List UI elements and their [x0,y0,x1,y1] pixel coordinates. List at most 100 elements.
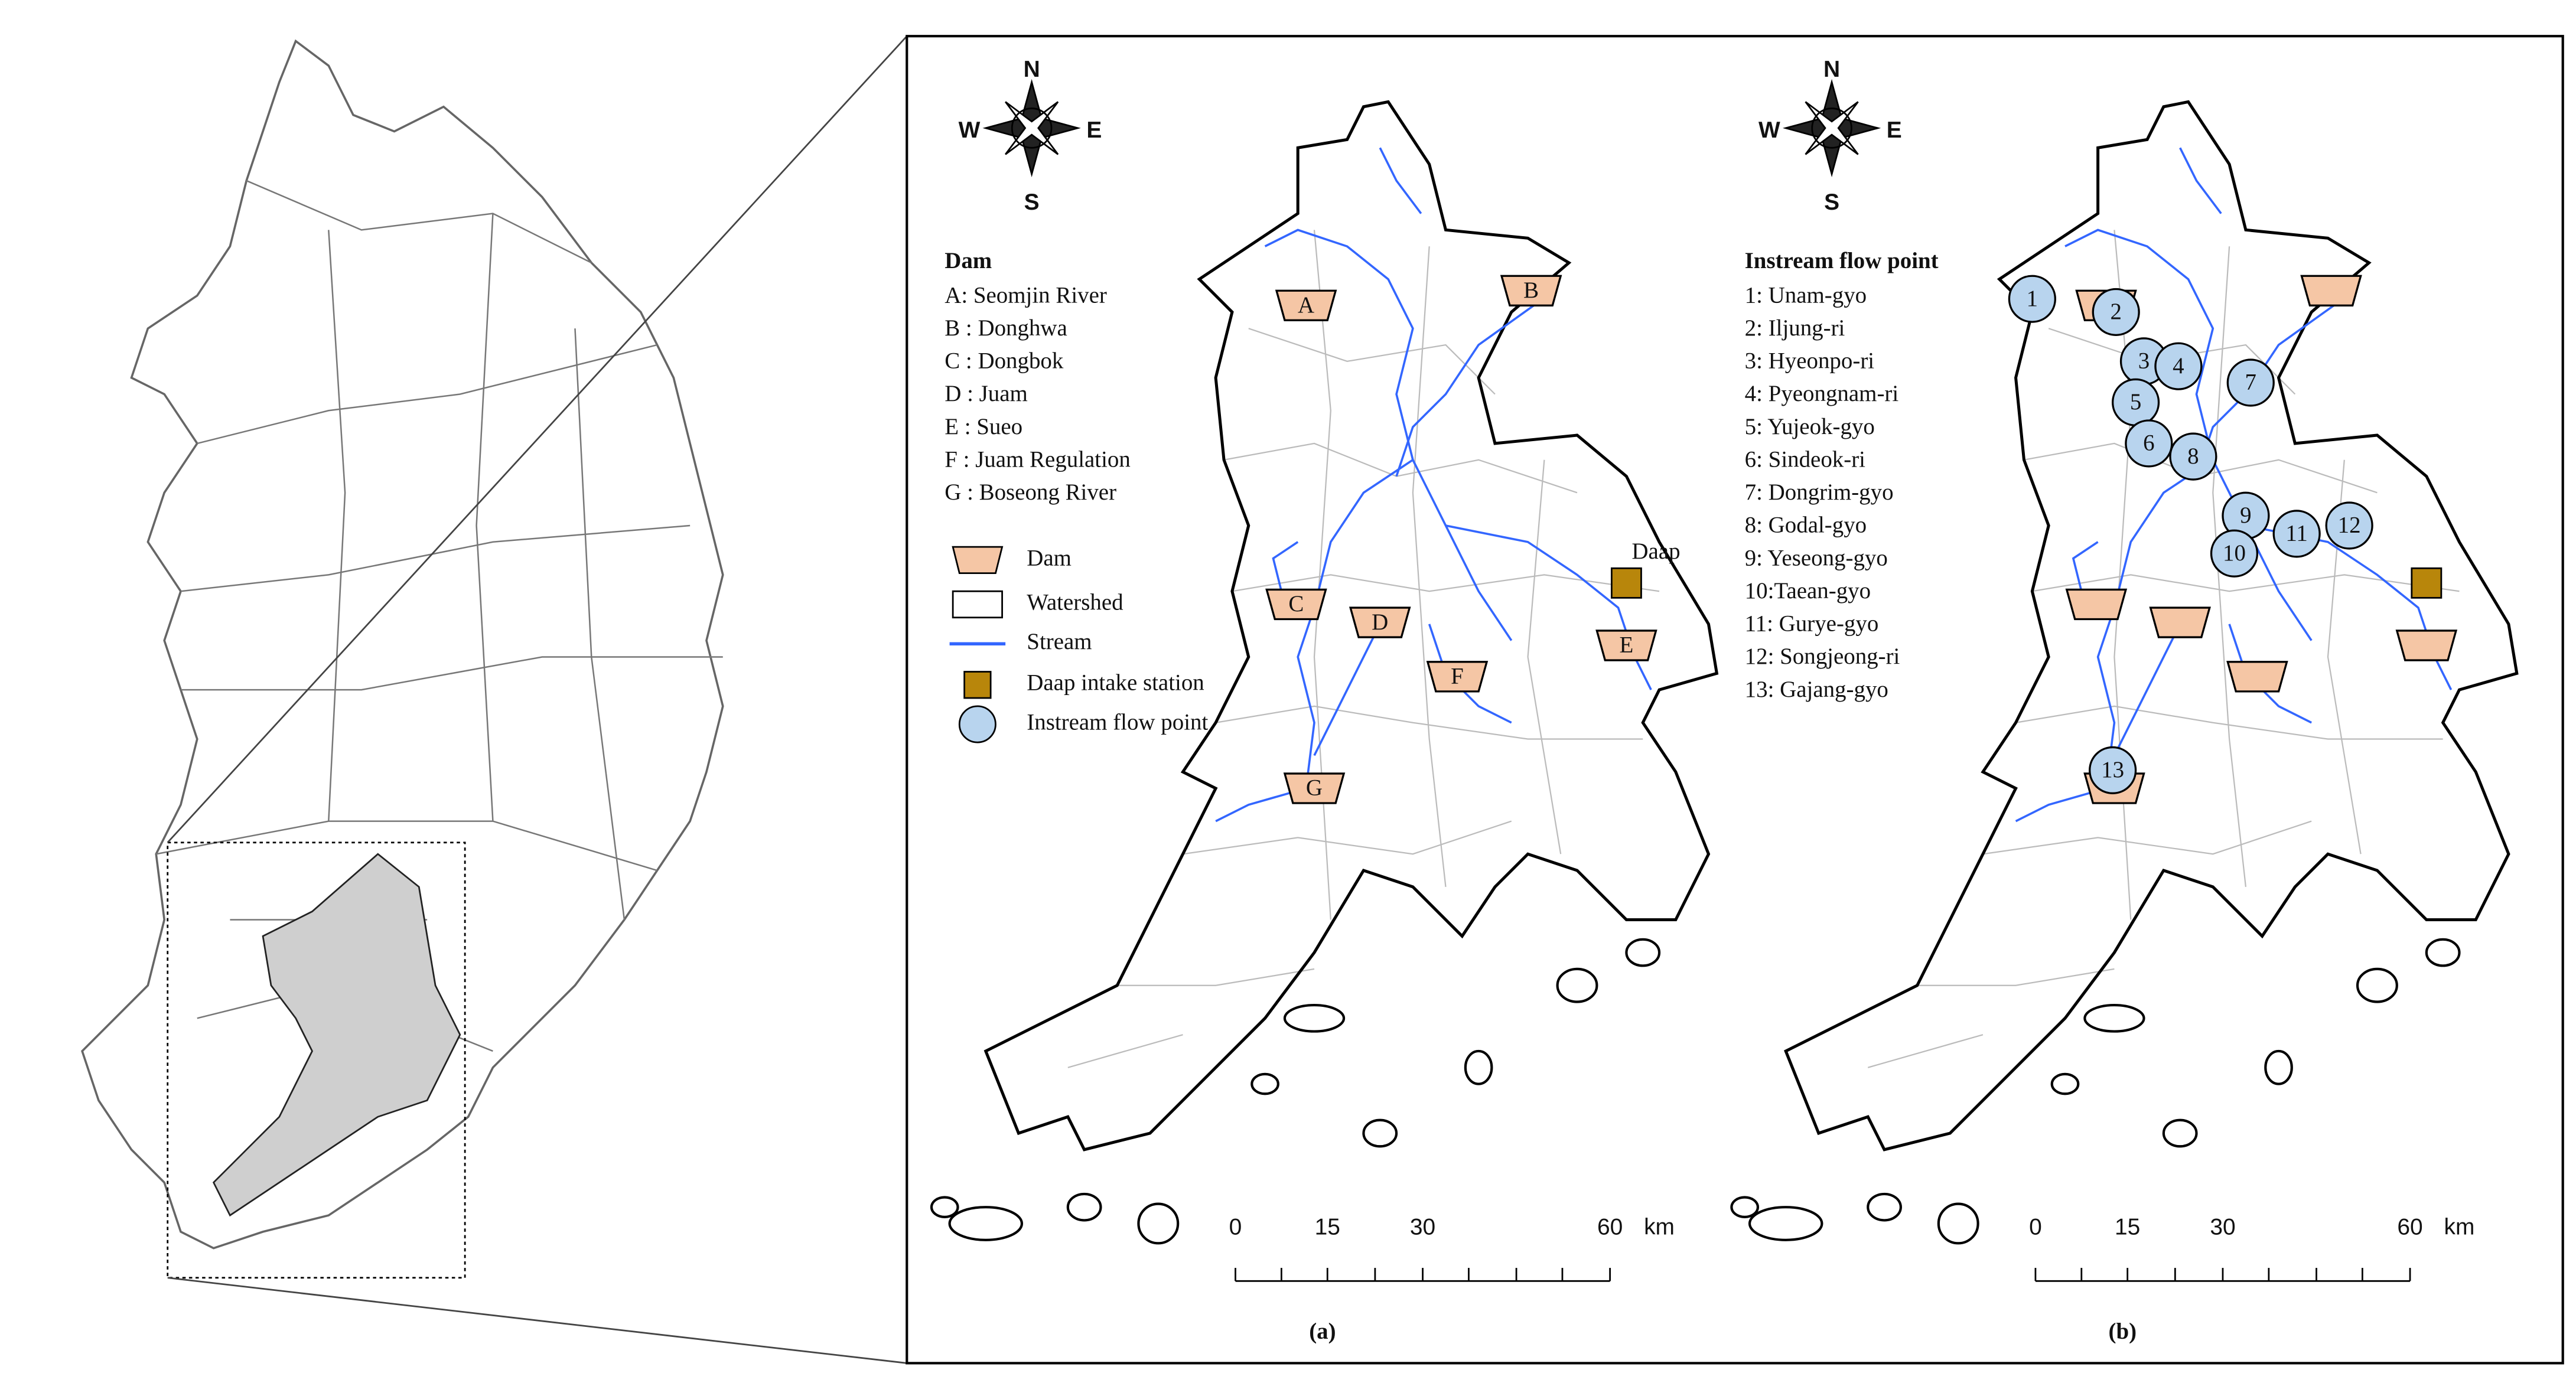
panel-caption: (b) [2109,1319,2137,1344]
flow-point-label: 6 [2143,430,2154,456]
dam-list-item: D : Juam [945,381,1028,406]
stream [1395,303,1537,477]
flow-point [2125,419,2173,468]
compass-label: W [959,118,981,143]
stream [2072,541,2099,592]
flow-point-label: 9 [2240,503,2251,528]
island [1137,1202,1180,1245]
sub-basin-line [1982,820,2312,855]
sub-basin-line [1527,459,1562,854]
flow-point [2325,501,2373,550]
dam-symbol [1283,772,1346,804]
dam-marker-label: D [1372,609,1388,635]
sub-basin-line [1183,820,1512,855]
island [2264,1049,2293,1085]
stream [1445,524,1652,690]
scale-label: 15 [2115,1215,2140,1240]
scale-label: 30 [2210,1215,2235,1240]
legend-label: Watershed [1027,589,1123,615]
dam-marker-label: A [1298,292,1314,318]
legend-label: Stream [1027,629,1092,654]
flow-point [2272,510,2321,558]
stream [1272,541,1299,592]
intake-station [2411,567,2443,599]
legend-intake-symbol [963,671,992,699]
compass-ring [1011,107,1053,149]
island [1283,1003,1346,1033]
scale-label: 60 [1597,1215,1623,1240]
stream [2113,624,2181,756]
island [1250,1072,1279,1095]
panel-frame [906,35,2564,1365]
flow-point-list-item: 10:Taean-gyo [1745,578,1871,604]
flow-point-list-item: 11: Gurye-gyo [1745,611,1879,637]
island [2050,1072,2080,1095]
island [1066,1192,1102,1222]
sub-basin-line [1412,246,1447,887]
flow-point-list-item: 3: Hyeonpo-ri [1745,348,1875,374]
compass-label: S [1024,190,1040,215]
flow-point-label: 8 [2187,443,2199,469]
flow-point [2008,275,2056,323]
dam-marker-label: G [1306,775,1323,801]
scale-unit: km [2444,1215,2475,1240]
sub-basins [1867,230,2460,1068]
compass-label: S [1824,190,1839,215]
daap-label: Daap [1631,539,1680,564]
zoom-line [167,35,908,843]
flow-point-list-item: 6: Sindeok-ri [1745,446,1866,472]
flow-point [2154,342,2203,390]
flow-point-label: 1 [2027,286,2038,311]
dam-symbol [1275,289,1337,321]
flow-point [2169,432,2217,481]
province-lines [156,180,723,1052]
dam-symbol [2149,606,2211,638]
dam-list-item: G : Boseong River [945,480,1116,505]
dam-symbol [2300,275,2362,306]
legend-label: Daap intake station [1027,670,1204,696]
flow-point-list-item: 7: Dongrim-gyo [1745,480,1894,505]
compass-star [1005,101,1059,155]
flow-point-list-item: 4: Pyeongnam-ri [1745,381,1899,406]
island [948,1206,1024,1241]
zoom-box [167,841,466,1279]
scale-bar: 0 15 30 60 km [1229,1215,1675,1282]
dam-marker-label: B [1523,278,1539,303]
dam-marker-label: C [1288,591,1304,617]
flow-point-label: 10 [2223,540,2246,566]
dam-symbol [2395,629,2458,661]
flow-point-list-item: 2: Iljung-ri [1745,315,1845,341]
island [1625,938,1661,967]
dam-symbol [1500,275,1562,306]
study-area [212,853,461,1217]
flow-point-label: 7 [2245,370,2256,395]
scale-unit: km [1644,1215,1675,1240]
scale-label: 60 [2397,1215,2422,1240]
zoom-line [167,1277,907,1364]
sub-basin-line [1248,328,1496,395]
island [1867,1192,1902,1222]
intake-station [1611,567,1642,599]
island [1748,1206,1823,1241]
dam-list-item: E : Sueo [945,414,1022,439]
stream [1313,624,1381,756]
flow-point-label: 13 [2101,757,2124,782]
island [1937,1202,1979,1245]
island [1556,967,1598,1003]
dam-marker-label: F [1451,664,1464,689]
legend-flow-point-symbol [958,705,996,743]
stream [2064,229,2313,641]
flow-point-list-item: 13: Gajang-gyo [1745,677,1888,702]
sub-basin-line [1917,968,2115,986]
stream [2015,459,2214,823]
dam-symbol [1265,588,1327,621]
flow-point [2089,746,2137,794]
map-panel: N E S W 0 15 30 60 km (a) Dam A: Seomjin River B : D… [930,57,1719,1344]
flow-point-label: 3 [2138,348,2150,374]
sub-basin-line [1117,968,1315,986]
scale-label: 30 [1410,1215,1435,1240]
sub-basin-line [1067,1034,1183,1068]
island [1464,1049,1493,1085]
watershed-outline [1784,100,2519,1152]
